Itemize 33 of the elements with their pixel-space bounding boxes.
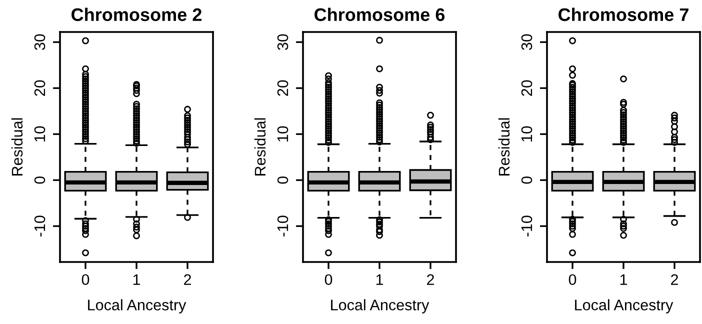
x-tick-label: 2 — [427, 274, 434, 285]
chart-title: Chromosome 2 — [72, 8, 202, 22]
y-tick-label: 10 — [277, 126, 288, 142]
x-axis-title: Local Ancestry — [331, 299, 430, 314]
y-tick-label: 10 — [521, 126, 532, 142]
y-tick-label: 20 — [34, 80, 46, 96]
y-tick-label: 30 — [34, 34, 46, 50]
y-tick-label: 30 — [521, 34, 532, 50]
y-tick-label: 0 — [277, 176, 288, 184]
chart-title: Chromosome 7 — [558, 8, 688, 22]
chart-title: Chromosome 6 — [314, 8, 445, 22]
x-tick-label: 0 — [324, 274, 332, 286]
x-tick-label: 0 — [568, 274, 576, 286]
x-tick-label: 2 — [671, 274, 678, 285]
x-tick-label: 0 — [82, 274, 90, 286]
y-tick-label: 30 — [277, 34, 288, 50]
y-axis-title: Residual — [11, 118, 23, 176]
y-tick-label: -10 — [521, 216, 532, 236]
y-axis-title: Residual — [498, 118, 510, 176]
y-tick-label: -10 — [277, 216, 288, 236]
x-tick-label: 1 — [133, 274, 140, 285]
y-tick-label: 20 — [277, 80, 288, 96]
y-tick-label: 0 — [34, 176, 46, 184]
y-axis-title: Residual — [254, 118, 266, 176]
y-tick-label: 10 — [34, 126, 46, 142]
x-tick-label: 1 — [620, 274, 628, 285]
x-axis-title: Local Ancestry — [575, 299, 674, 314]
x-axis-title: Local Ancestry — [88, 299, 186, 314]
x-tick-label: 2 — [184, 274, 191, 285]
x-tick-label: 1 — [376, 274, 384, 285]
y-tick-label: 20 — [521, 80, 532, 96]
y-tick-label: 0 — [521, 176, 532, 184]
y-tick-label: -10 — [34, 216, 46, 236]
